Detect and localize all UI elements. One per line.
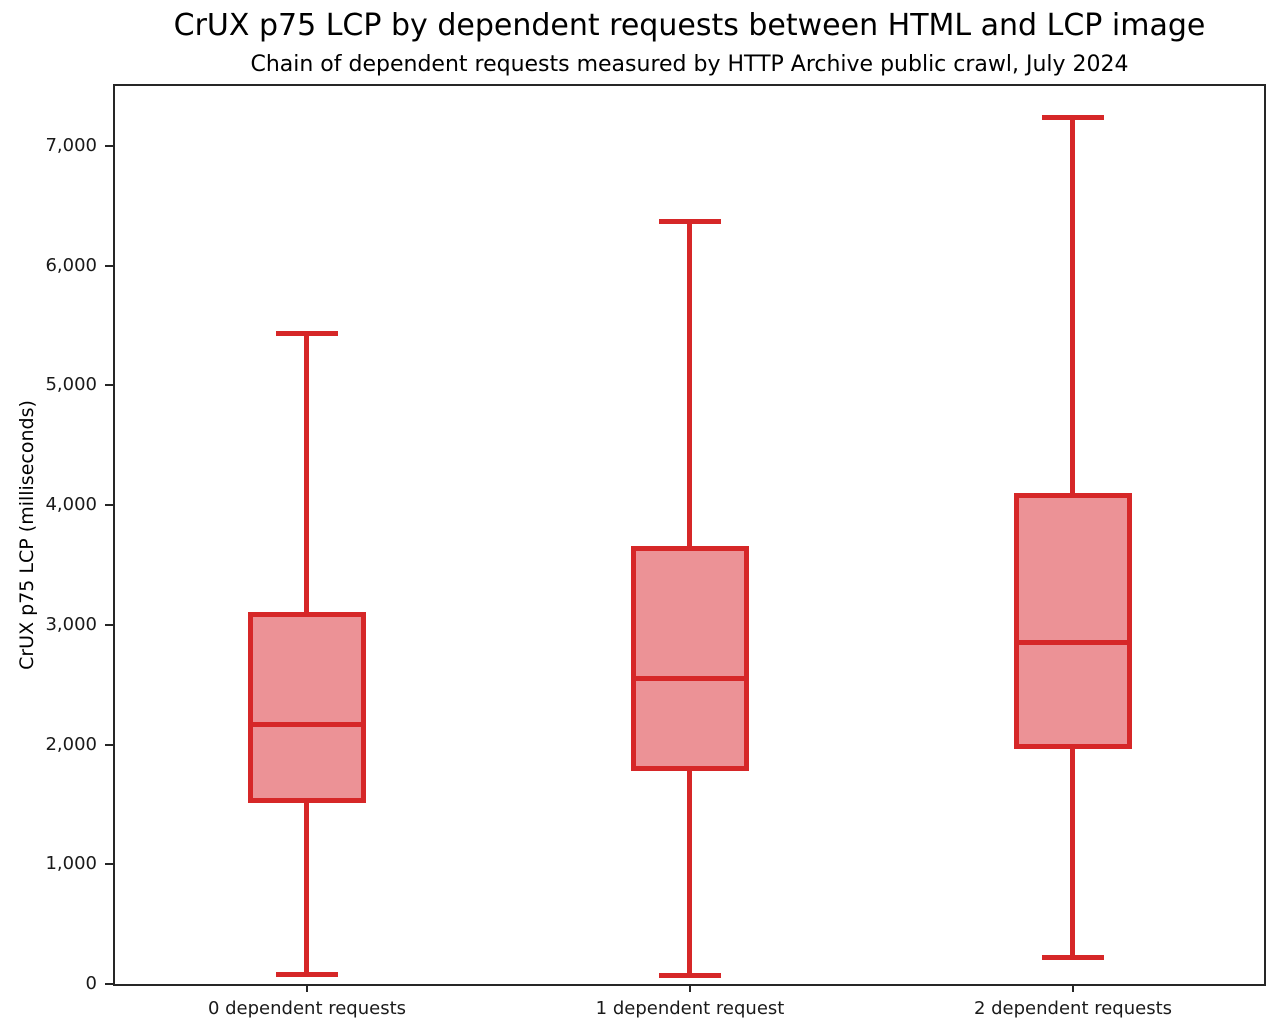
y-tick-mark [105, 384, 113, 386]
y-tick-label: 3,000 [45, 614, 97, 635]
box-iqr-rect [631, 546, 749, 771]
x-tick-mark [306, 984, 308, 992]
box-whisker-lower [304, 800, 309, 975]
chart-title: CrUX p75 LCP by dependent requests betwe… [173, 8, 1206, 43]
box-median-line [636, 676, 744, 681]
y-tick-mark [105, 624, 113, 626]
y-tick-label: 6,000 [45, 255, 97, 276]
box-whisker-upper [304, 334, 309, 614]
x-tick-mark [1072, 984, 1074, 992]
box-cap-upper [1042, 115, 1104, 120]
box-cap-upper [276, 331, 338, 336]
plot-area: 0 1,000 2,000 3,000 4,000 5,000 6,000 7,000 0 de… [45, 84, 1266, 1019]
y-tick-label: 1,000 [45, 853, 97, 874]
x-tick-mark [689, 984, 691, 992]
box-whisker-upper [1070, 117, 1075, 495]
y-tick-label: 4,000 [45, 494, 97, 515]
y-tick-label: 0 [85, 973, 97, 994]
box-cap-lower [1042, 955, 1104, 960]
y-tick-label: 7,000 [45, 135, 97, 156]
x-tick-label: 0 dependent requests [207, 998, 407, 1019]
y-tick-label: 2,000 [45, 734, 97, 755]
box-iqr-rect [1014, 493, 1132, 749]
y-tick-mark [105, 744, 113, 746]
y-tick-mark [105, 504, 113, 506]
y-tick-mark [105, 983, 113, 985]
box-cap-lower [276, 972, 338, 977]
box-iqr-rect [248, 612, 366, 803]
y-tick-mark [105, 863, 113, 865]
box-median-line [1019, 640, 1127, 645]
x-tick-label: 1 dependent request [595, 998, 785, 1019]
box-cap-upper [659, 219, 721, 224]
x-tick-label: 2 dependent requests [973, 998, 1173, 1019]
box-whisker-upper [687, 221, 692, 548]
box-cap-lower [659, 973, 721, 978]
y-tick-label: 5,000 [45, 374, 97, 395]
box-median-line [253, 722, 361, 727]
chart-subtitle: Chain of dependent requests measured by … [250, 52, 1129, 77]
y-tick-mark [105, 145, 113, 147]
box-whisker-lower [1070, 747, 1075, 958]
y-tick-mark [105, 265, 113, 267]
box-whisker-lower [687, 768, 692, 975]
